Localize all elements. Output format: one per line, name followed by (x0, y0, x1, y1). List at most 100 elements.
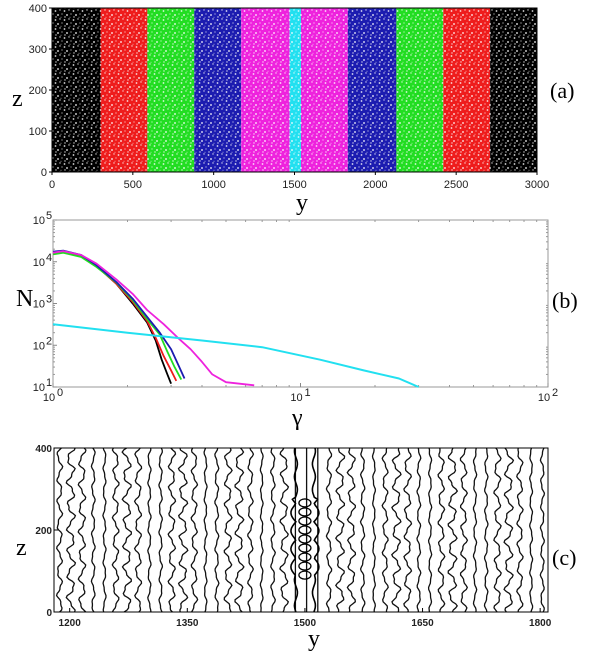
b-xtick-label-1: 10 (290, 392, 302, 404)
b-xtick-exp-0: 0 (57, 387, 63, 399)
a-ytick-label-3: 300 (29, 44, 47, 56)
c-defect-loop-6 (298, 516, 312, 526)
c-defect-loop-5 (298, 525, 312, 535)
a-ytick-label-1: 100 (29, 126, 47, 138)
b-ytick-exp-2: 3 (46, 294, 52, 306)
c-line-3 (90, 447, 96, 613)
c-line-10 (167, 447, 177, 613)
c-line-11 (177, 447, 189, 613)
c-line-17 (247, 447, 255, 613)
c-line-5 (111, 447, 120, 613)
a-xtick-label-2: 1000 (201, 179, 225, 191)
c-defect-edge-0 (290, 447, 299, 613)
b-ytick-label-2: 10 (33, 299, 45, 311)
b-series-0 (52, 250, 172, 385)
c-defect-loop-4 (298, 534, 312, 544)
c-line-18 (259, 447, 264, 613)
c-line-29 (381, 447, 389, 613)
b-frame (52, 219, 549, 388)
b-panel-label: (b) (552, 288, 578, 313)
b-series-5 (52, 323, 419, 388)
c-line-39 (493, 447, 502, 613)
c-line-43 (539, 447, 546, 613)
c-line-42 (529, 447, 534, 613)
c-lines (55, 447, 546, 613)
c-line-0 (55, 447, 64, 613)
c-line-25 (334, 447, 346, 613)
c-line-35 (447, 447, 459, 613)
b-series-4 (52, 250, 255, 387)
a-xtick-label-0: 0 (49, 179, 55, 191)
c-line-20 (279, 447, 290, 613)
c-line-36 (459, 447, 469, 613)
b-ytick-label-3: 10 (33, 257, 45, 269)
c-ytick-label-1: 200 (35, 526, 52, 537)
c-panel-label: (c) (552, 545, 576, 570)
b-ytick-label-4: 10 (33, 215, 45, 227)
b-ytick-exp-4: 5 (46, 210, 52, 222)
b-xlabel: γ (291, 405, 303, 431)
b-ytick-exp-0: 1 (46, 377, 52, 389)
b-ylabel: N (16, 286, 33, 312)
c-ticks: 1200 1350 1500 1650 1800 0 200 400 (35, 444, 551, 629)
b-series (52, 249, 419, 388)
c-defect-loop-8 (298, 498, 312, 508)
a-xtick-label-1: 500 (124, 179, 142, 191)
c-line-38 (483, 447, 489, 613)
b-series-2 (52, 251, 183, 381)
c-line-16 (234, 447, 245, 613)
b-ytick-label-0: 10 (33, 382, 45, 394)
a-xtick-label-5: 2500 (444, 179, 468, 191)
a-ytick-label-2: 200 (29, 85, 47, 97)
c-line-4 (102, 447, 107, 613)
b-ytick-exp-3: 4 (46, 252, 52, 264)
c-defect-loop-2 (298, 552, 312, 562)
b-ytick-label-1: 10 (33, 340, 45, 352)
c-line-7 (133, 447, 143, 613)
b-xtick-label-0: 10 (43, 392, 55, 404)
c-line-6 (121, 447, 132, 613)
b-series-1 (52, 251, 178, 382)
c-xtick-label-3: 1650 (411, 618, 434, 629)
b-xtick-label-2: 10 (538, 392, 550, 404)
a-xlabel: y (296, 190, 308, 216)
c-defect-loop-1 (298, 561, 312, 571)
c-line-24 (325, 447, 333, 613)
c-ytick-label-0: 0 (46, 608, 52, 619)
c-line-31 (403, 447, 413, 613)
c-line-32 (416, 447, 422, 613)
b-xtick-exp-2: 2 (552, 387, 558, 399)
c-line-33 (427, 447, 433, 613)
c-line-9 (158, 447, 164, 613)
c-line-28 (371, 448, 377, 612)
c-line-37 (472, 447, 478, 613)
a-speckle-overlay (52, 8, 537, 172)
a-xtick-label-4: 2000 (363, 179, 387, 191)
c-line-19 (270, 447, 276, 613)
c-line-13 (203, 447, 208, 613)
c-ytick-label-2: 400 (35, 444, 52, 455)
c-ylabel: z (16, 535, 27, 561)
panel-c: 1200 1350 1500 1650 1800 0 200 400 z y (c) (16, 444, 576, 652)
b-ticks: 10 0 10 1 10 210 110 210 310 410 5 (33, 210, 558, 404)
c-xtick-label-2: 1500 (294, 618, 317, 629)
c-defect-edge-1 (311, 447, 320, 613)
c-xlabel: y (308, 626, 320, 652)
a-ylabel: z (12, 86, 23, 112)
a-xtick-label-6: 3000 (525, 179, 549, 191)
c-defect-loop-3 (298, 543, 312, 553)
c-defect-loop-7 (298, 507, 312, 517)
c-xtick-label-0: 1200 (59, 618, 82, 629)
c-line-15 (223, 447, 233, 613)
c-line-26 (346, 447, 357, 613)
panel-b: 10 0 10 1 10 210 110 210 310 410 5 N γ (b) (16, 210, 578, 431)
c-line-8 (147, 447, 152, 613)
a-panel-label: (a) (550, 78, 574, 103)
a-ytick-label-0: 0 (41, 167, 47, 179)
c-defect-loop-0 (298, 570, 312, 580)
c-line-14 (214, 447, 220, 613)
c-line-27 (359, 447, 366, 613)
c-xtick-label-1: 1350 (176, 618, 199, 629)
